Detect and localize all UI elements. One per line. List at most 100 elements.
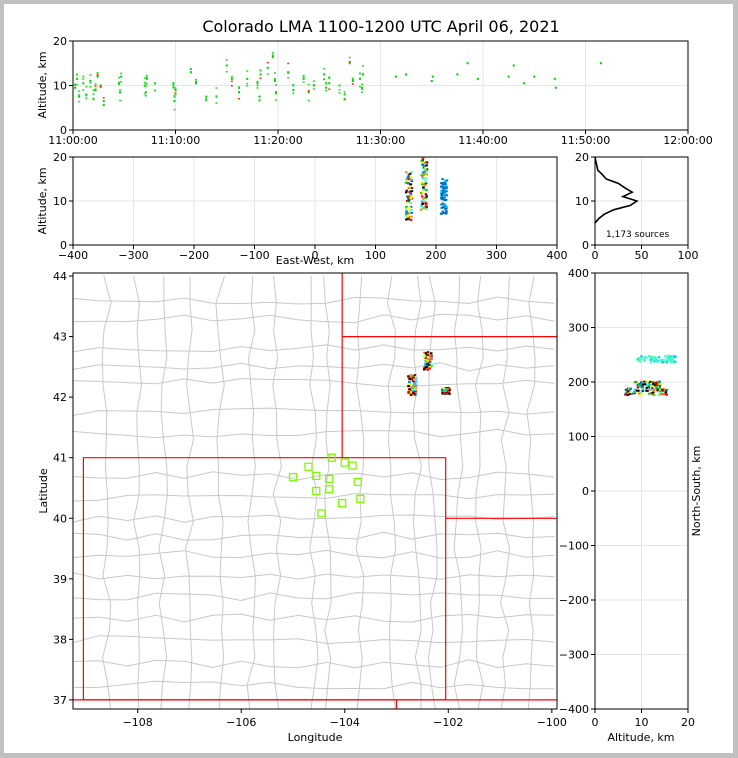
northsouth-point [639,384,642,387]
map-source-point [424,352,428,355]
altitude-eastwest-point [410,208,413,211]
northsouth-point [655,386,658,389]
map-source-point [428,353,432,356]
altitude-time-point [144,82,147,84]
altitude-eastwest-point [421,166,425,169]
county-border-line [158,275,168,709]
altitude-eastwest-point [441,181,445,184]
altitude-time-point [154,89,156,92]
map-source-point [423,368,426,371]
map-source-point [428,365,431,368]
altitude-time-point [343,91,346,93]
map-source-point [412,377,416,380]
altitude-time-point [507,75,510,78]
altitude-eastwest-point [405,208,408,211]
lma-station-marker [340,458,349,467]
northsouth-point [624,393,627,396]
lma-station-marker [312,471,321,481]
altitude-eastwest-point [421,177,425,180]
northsouth-point [633,390,636,393]
altitude-time-point [430,80,433,83]
altitude-eastwest-point [445,179,449,182]
northsouth-point [645,386,649,389]
altitude-time-point [76,83,79,86]
county-border-line [246,275,256,709]
altitude-time-point [99,85,102,88]
altitude-time-point [287,71,290,74]
altitude-eastwest-point [444,211,448,214]
county-border-line [73,296,555,305]
map-source-point [414,390,417,393]
altitude-eastwest-point [421,175,424,178]
altitude-eastwest-point [425,208,428,211]
northsouth-point [665,356,669,359]
altitude-time-point [119,92,122,94]
map-source-point [428,360,432,363]
northsouth-x-tick-label: 20 [681,716,695,729]
map-source-point [426,360,429,363]
northsouth-point [641,386,644,389]
altitude-eastwest-point [404,171,408,174]
map-source-point [442,387,446,390]
map-source-point [414,380,418,383]
altitude-time-point [361,91,364,93]
northsouth-point [648,355,651,358]
altitude-eastwest-point [423,200,426,203]
map-source-point [447,390,450,393]
altitude-time-point [259,69,262,72]
northsouth-point [650,392,653,395]
altitude-time-point [172,82,175,85]
altitude-eastwest-point [444,208,447,211]
altitude-eastwest-x-tick-label: −400 [58,249,88,262]
altitude-time-point [362,72,365,75]
county-border-line [73,613,555,623]
altitude-eastwest-point [404,201,408,204]
altitude-time-point [343,93,346,96]
altitude-time-point [172,85,175,88]
northsouth-point [639,358,642,361]
altitude-eastwest-point [445,185,448,188]
northsouth-point [640,355,643,358]
altitude-eastwest-point [409,197,412,200]
map-source-point [407,391,410,394]
northsouth-y-tick-label: −400 [559,703,589,716]
northsouth-point [636,359,640,362]
altitude-time-point [89,74,92,76]
histogram-x-tick-label: 0 [592,249,599,262]
northsouth-point [647,386,651,389]
altitude-eastwest-x-tick-label: −200 [179,249,209,262]
northsouth-point [661,361,664,364]
chart-title: Colorado LMA 1100-1200 UTC April 06, 202… [202,17,560,36]
map-source-point [430,364,433,367]
county-border-line [73,531,555,541]
northsouth-point [646,380,650,383]
altitude-eastwest-point [405,177,409,180]
altitude-time-x-tick-label: 11:30:00 [356,134,405,147]
altitude-time-point [92,98,95,101]
altitude-time-x-tick-label: 11:00:00 [48,134,97,147]
altitude-eastwest-point [441,183,445,186]
altitude-eastwest-point [441,189,445,192]
northsouth-point [633,392,636,395]
map-source-point [424,364,427,367]
altitude-time-point [292,85,295,87]
altitude-time-point [302,74,305,77]
northsouth-point [663,390,666,393]
northsouth-point [643,355,647,358]
altitude-eastwest-y-label: Altitude, km [36,167,49,234]
northsouth-x-tick-label: 0 [592,716,599,729]
altitude-time-point [362,64,365,67]
altitude-time-point [78,100,81,103]
northsouth-point [636,386,640,389]
altitude-eastwest-point [409,192,413,195]
altitude-time-panel: 11:00:00 11:10:00 11:20:00 11:30:00 11:40:00… [36,35,713,147]
northsouth-point [624,392,627,395]
altitude-time-point [144,91,147,94]
altitude-eastwest-point [443,203,446,206]
map-source-point [407,384,410,387]
altitude-eastwest-point [407,178,410,181]
altitude-eastwest-point [410,171,413,174]
altitude-eastwest-point [405,179,409,182]
altitude-time-point [230,85,233,87]
altitude-eastwest-point [442,212,446,215]
